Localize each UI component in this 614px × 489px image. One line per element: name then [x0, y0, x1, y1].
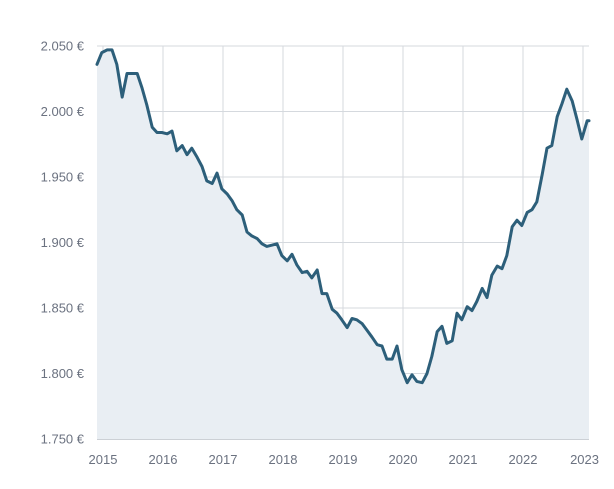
x-tick-label: 2023 — [570, 452, 599, 467]
y-axis-ticks: 1.750 € 1.800 € 1.850 € 1.900 € 1.950 € 2.000… — [41, 39, 85, 447]
x-tick-label: 2022 — [509, 452, 538, 467]
series-area-fill — [97, 49, 589, 440]
y-tick-label: 1.900 € — [41, 235, 85, 250]
series-line — [95, 48, 591, 385]
x-tick-label: 2015 — [89, 452, 118, 467]
x-tick-label: 2017 — [209, 452, 238, 467]
x-tick-label: 2019 — [329, 452, 358, 467]
x-tick-label: 2020 — [389, 452, 418, 467]
y-tick-label: 1.950 € — [41, 170, 85, 185]
y-tick-label: 1.750 € — [41, 432, 85, 447]
y-tick-label: 1.850 € — [41, 301, 85, 316]
x-tick-label: 2018 — [269, 452, 298, 467]
y-tick-label: 1.800 € — [41, 366, 85, 381]
x-axis-ticks: 2015 2016 2017 2018 2019 2020 2021 2022 2023 — [89, 452, 599, 467]
x-tick-label: 2021 — [449, 452, 478, 467]
y-tick-label: 2.050 € — [41, 39, 85, 54]
y-tick-label: 2.000 € — [41, 104, 85, 119]
x-tick-label: 2016 — [149, 452, 178, 467]
